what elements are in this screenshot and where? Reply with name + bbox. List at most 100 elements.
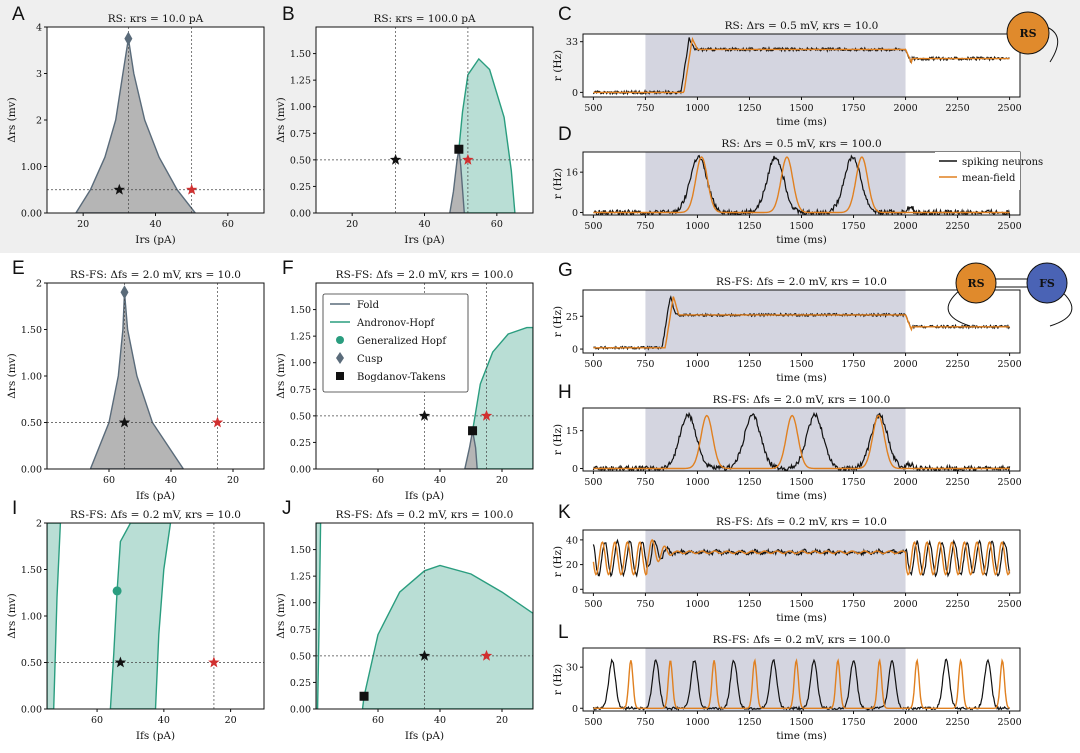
y-tick-label: 0 — [572, 585, 578, 596]
spiking-neurons-trace — [593, 154, 1011, 215]
plot-frame-L — [582, 647, 1021, 712]
x-tick-label: 40 — [165, 475, 177, 486]
plot-content-H — [592, 408, 1011, 471]
red-star-marker — [186, 183, 198, 195]
red-star-marker — [462, 153, 474, 165]
x-tick-label: 500 — [584, 599, 602, 610]
y-tick-label: 1.50 — [290, 49, 311, 60]
plot-content-K — [592, 530, 1011, 593]
x-axis-label-E: Ifs (pA) — [136, 490, 175, 502]
x-tick-label: 40 — [158, 715, 170, 726]
x-tick-label: 2500 — [998, 221, 1022, 232]
x-tick-label: 40 — [434, 475, 446, 486]
bifurcation-legend: Fold Andronov-Hopf Generalized Hopf Cusp Bog… — [322, 293, 469, 393]
legend-item-label: Cusp — [357, 354, 383, 365]
y-tick-label: 1.25 — [290, 332, 311, 343]
black-star-marker — [389, 153, 402, 165]
x-tick-label: 2500 — [998, 477, 1022, 488]
y-tick-label: 0.75 — [290, 625, 311, 636]
black-star-marker — [418, 409, 431, 421]
y-tick-label: 15 — [566, 426, 578, 437]
plot-frame-E — [46, 282, 265, 470]
x-tick-label: 1000 — [685, 359, 709, 370]
y-tick-label: 0.00 — [290, 465, 311, 476]
panel-label-K: K — [558, 502, 571, 523]
y-tick-label: 0.50 — [21, 658, 42, 669]
rs-node-label: RS — [967, 277, 984, 290]
x-tick-label: 2500 — [998, 103, 1022, 114]
legend-item-label: Fold — [357, 300, 380, 311]
x-tick-label: 1250 — [737, 103, 761, 114]
x-tick-label: 500 — [584, 221, 602, 232]
legend-bt-icon — [336, 372, 344, 380]
x-axis-label-J: Ifs (pA) — [405, 730, 444, 742]
fold-region — [464, 430, 478, 469]
generalized-hopf-marker — [112, 586, 122, 596]
x-tick-label: 500 — [584, 359, 602, 370]
x-tick-label: 2250 — [945, 599, 969, 610]
y-tick-label: 0.00 — [21, 705, 42, 716]
chart-title-E: RS-FS: Δfs = 2.0 mV, κrs = 10.0 — [70, 269, 241, 281]
panel-label-D: D — [558, 124, 572, 145]
x-tick-label: 1500 — [789, 477, 813, 488]
cusp-marker — [124, 31, 133, 46]
panel-label-B: B — [282, 4, 295, 25]
x-tick-label: 2250 — [945, 359, 969, 370]
x-tick-label: 1250 — [737, 359, 761, 370]
y-tick-label: 1.50 — [21, 565, 42, 576]
x-tick-label: 500 — [584, 477, 602, 488]
plot-content-F — [316, 283, 533, 469]
x-tick-label: 60 — [372, 715, 384, 726]
y-tick-label: 0.75 — [290, 385, 311, 396]
x-tick-label: 750 — [636, 103, 654, 114]
black-star-marker — [114, 656, 127, 668]
x-tick-label: 20 — [496, 475, 508, 486]
y-tick-label: 1.00 — [290, 102, 311, 113]
x-tick-label: 1500 — [789, 599, 813, 610]
spiking-neurons-trace — [592, 538, 1011, 578]
y-tick-label: 0.00 — [290, 209, 311, 220]
y-tick-label: 40 — [566, 535, 578, 546]
x-tick-label: 2000 — [893, 477, 917, 488]
x-tick-label: 2500 — [998, 717, 1022, 728]
plot-frame-H — [582, 407, 1021, 472]
y-tick-label: 1.00 — [290, 598, 311, 609]
y-tick-label: 0.00 — [21, 209, 42, 220]
chart-title-K: RS-FS: Δfs = 0.2 mV, κrs = 10.0 — [716, 516, 887, 528]
stimulus-shade — [645, 290, 906, 353]
legend-box — [322, 293, 469, 393]
chart-title-I: RS-FS: Δfs = 0.2 mV, κrs = 10.0 — [70, 509, 241, 521]
y-tick-label: 0.25 — [290, 438, 311, 449]
x-tick-label: 500 — [584, 717, 602, 728]
rs-node — [1006, 11, 1050, 55]
red-star-marker — [208, 656, 220, 668]
y-tick-label: 16 — [566, 168, 578, 179]
x-axis-label-H: time (ms) — [776, 490, 827, 502]
x-tick-label: 1750 — [841, 359, 865, 370]
x-axis-label-D: time (ms) — [776, 234, 827, 246]
x-axis-label-C: time (ms) — [776, 116, 827, 128]
mean-field-trace — [593, 658, 1010, 709]
x-tick-label: 2000 — [893, 359, 917, 370]
legend-item-label: Generalized Hopf — [357, 336, 447, 347]
y-tick-label: 2 — [36, 116, 42, 127]
x-tick-label: 1250 — [737, 717, 761, 728]
y-tick-label: 3 — [36, 69, 42, 80]
y-axis-label-B: Δrs (mv) — [275, 97, 287, 142]
bogdanov-takens-marker — [359, 691, 369, 701]
x-tick-label: 2500 — [998, 359, 1022, 370]
x-tick-label: 60 — [372, 475, 384, 486]
x-tick-label: 1000 — [685, 599, 709, 610]
x-tick-label: 40 — [149, 219, 161, 230]
plot-frame-A — [46, 26, 265, 214]
plot-content-L — [592, 648, 1011, 711]
y-tick-label: 0.25 — [290, 678, 311, 689]
trace-legend: spiking neurons mean-field — [935, 152, 1043, 190]
y-axis-label-L: r (Hz) — [552, 664, 564, 695]
hopf-region-2 — [361, 564, 533, 709]
hopf-region — [316, 523, 322, 709]
x-tick-label: 1750 — [841, 221, 865, 232]
panel-label-A: A — [12, 4, 25, 25]
plot-frame-C — [582, 33, 1021, 98]
plot-content-D — [593, 152, 1011, 215]
